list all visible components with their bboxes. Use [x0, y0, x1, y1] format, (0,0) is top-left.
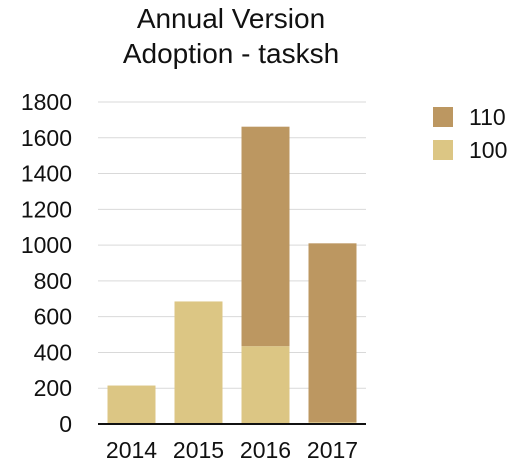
legend-swatch-100 [433, 140, 453, 160]
x-tick-label: 2017 [307, 437, 358, 463]
y-tick-label: 200 [34, 375, 72, 401]
bar-2016-series-100 [241, 346, 290, 424]
y-tick-label: 1400 [21, 161, 72, 187]
y-tick-label: 400 [34, 339, 72, 365]
y-tick-label: 0 [59, 411, 72, 437]
y-axis-ticks: 0 200 400 600 800 1000 1200 1400 1600 1800 [21, 89, 72, 437]
y-tick-label: 1000 [21, 232, 72, 258]
y-tick-label: 1800 [21, 89, 72, 115]
x-axis-ticks: 2014 2015 2016 2017 [106, 437, 358, 463]
x-tick-label: 2016 [240, 437, 291, 463]
legend-swatch-110 [433, 107, 453, 127]
y-tick-label: 600 [34, 304, 72, 330]
x-tick-label: 2014 [106, 437, 157, 463]
y-tick-label: 800 [34, 268, 72, 294]
x-tick-label: 2015 [173, 437, 224, 463]
bars [107, 126, 357, 424]
bar-2015-series-100 [174, 301, 223, 424]
chart-title-line-1: Annual Version [137, 3, 325, 34]
y-tick-label: 1600 [21, 125, 72, 151]
bar-2017-series-110 [308, 243, 357, 423]
chart-title-line-2: Adoption - tasksh [123, 38, 339, 69]
y-tick-label: 1200 [21, 196, 72, 222]
legend-label-110: 110 [469, 104, 506, 130]
grid-lines [98, 101, 366, 389]
bar-2016-series-110 [241, 126, 290, 347]
bar-2014-series-100 [107, 385, 156, 424]
legend-label-100: 100 [469, 137, 507, 163]
